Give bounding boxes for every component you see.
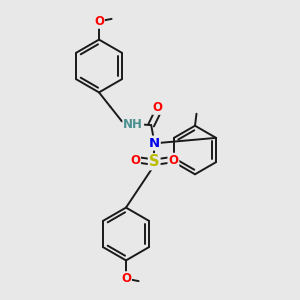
Text: O: O (121, 272, 131, 285)
Text: S: S (149, 154, 160, 169)
Text: O: O (94, 15, 104, 28)
Text: N: N (148, 136, 160, 150)
Text: NH: NH (123, 118, 143, 131)
Text: O: O (168, 154, 178, 167)
Text: O: O (130, 154, 140, 167)
Text: O: O (153, 101, 163, 114)
